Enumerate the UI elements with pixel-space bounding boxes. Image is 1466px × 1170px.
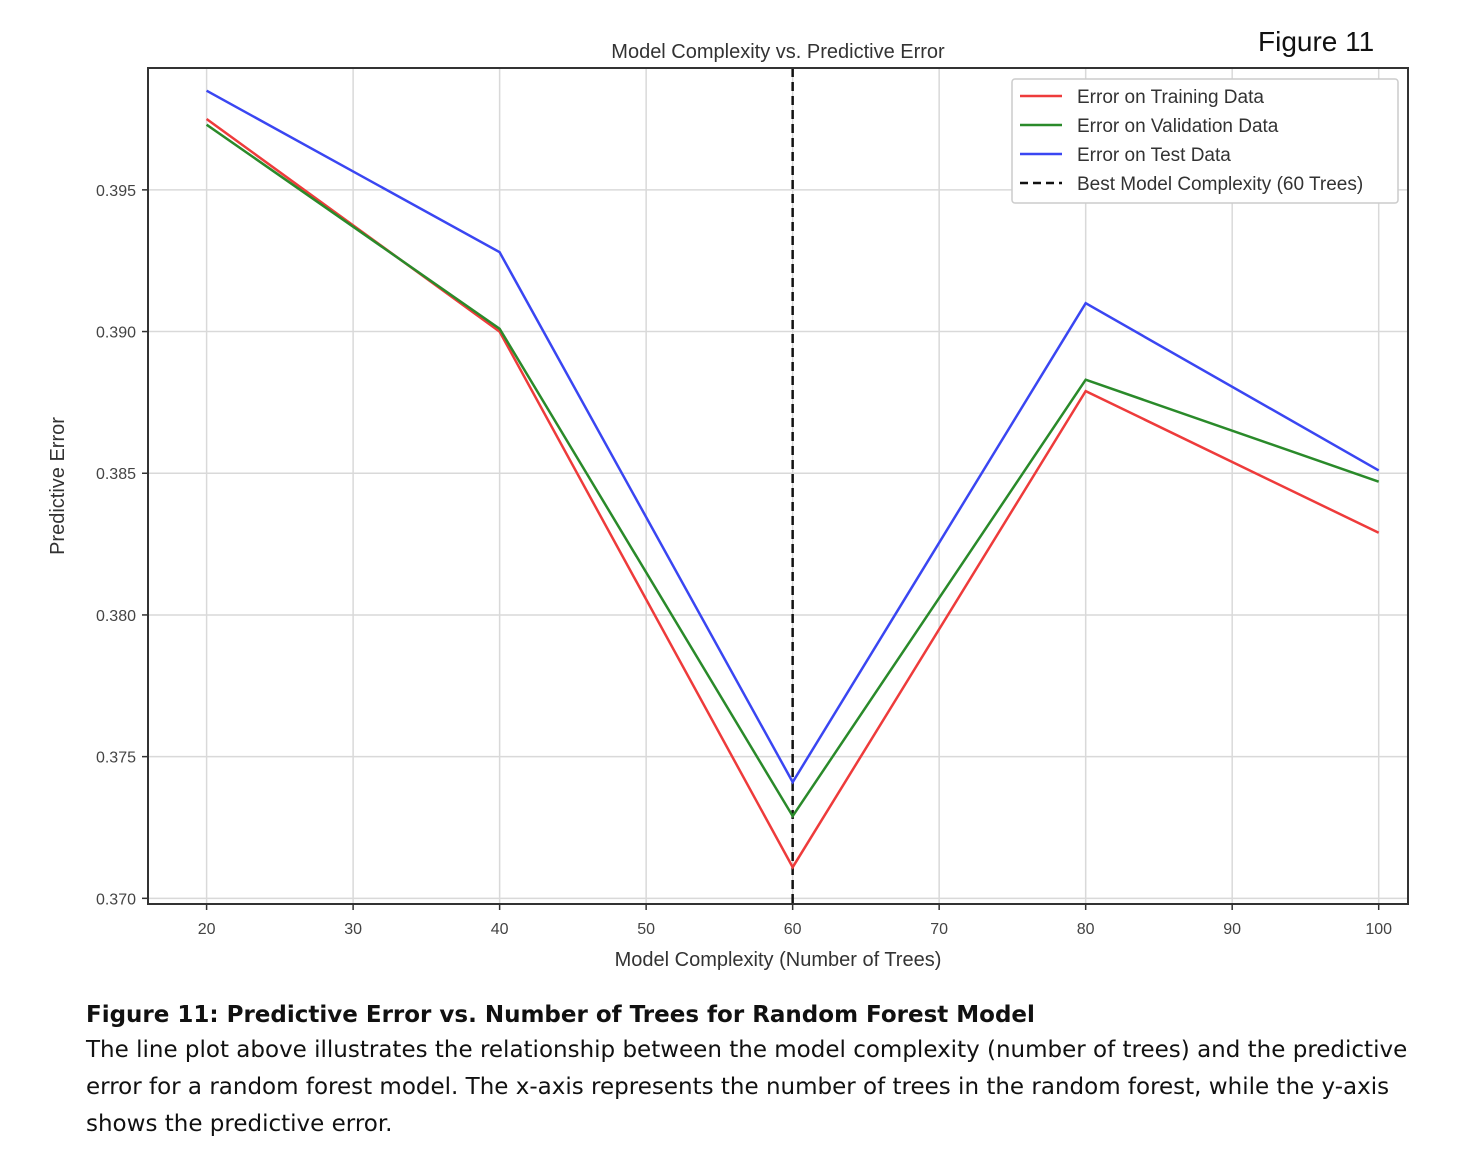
x-tick-label: 20 — [198, 921, 216, 938]
series-lines — [205, 89, 1380, 870]
figure-tag: Figure 11 — [1258, 26, 1375, 57]
series-line — [205, 89, 1380, 785]
y-axis-label: Predictive Error — [47, 417, 69, 555]
figure-caption: Figure 11: Predictive Error vs. Number o… — [86, 998, 1458, 1143]
caption-title: Figure 11: Predictive Error vs. Number o… — [86, 1002, 1035, 1028]
legend-entry-label: Error on Training Data — [1077, 87, 1264, 108]
legend-box — [1011, 78, 1399, 204]
grid-lines — [148, 68, 1408, 904]
chart-title: Model Complexity vs. Predictive Error — [611, 41, 945, 63]
y-axis-ticks: 0.370 0.375 0.380 0.385 0.390 0.395 — [96, 183, 148, 908]
y-tick-label: 0.390 — [96, 325, 136, 342]
x-tick-label: 50 — [637, 921, 655, 938]
x-tick-label: 80 — [1077, 921, 1095, 938]
y-tick-label: 0.375 — [96, 750, 136, 767]
x-tick-label: 90 — [1223, 921, 1241, 938]
y-tick-label: 0.385 — [96, 466, 136, 483]
y-tick-label: 0.395 — [96, 183, 136, 200]
caption-body: The line plot above illustrates the rela… — [86, 1037, 1408, 1137]
x-axis-ticks: 20 30 40 50 60 70 80 90 100 — [198, 904, 1392, 938]
line-chart: 20 30 40 50 60 70 80 90 100 0.370 0.375 0.380 0.385… — [47, 41, 1409, 971]
plot-frame — [147, 67, 1409, 905]
x-tick-label: 40 — [491, 921, 509, 938]
series-line — [205, 123, 1380, 819]
x-tick-label: 60 — [784, 921, 802, 938]
legend-entry-label: Best Model Complexity (60 Trees) — [1077, 174, 1363, 195]
x-tick-label: 70 — [930, 921, 948, 938]
y-tick-label: 0.380 — [96, 608, 136, 625]
x-tick-label: 30 — [344, 921, 362, 938]
x-axis-label: Model Complexity (Number of Trees) — [615, 949, 942, 971]
x-tick-label: 100 — [1365, 921, 1392, 938]
legend-entry-label: Error on Test Data — [1077, 145, 1231, 166]
y-tick-label: 0.370 — [96, 891, 136, 908]
legend-entry-label: Error on Validation Data — [1077, 116, 1279, 137]
legend: Error on Training Data Error on Validatio… — [1011, 78, 1399, 204]
